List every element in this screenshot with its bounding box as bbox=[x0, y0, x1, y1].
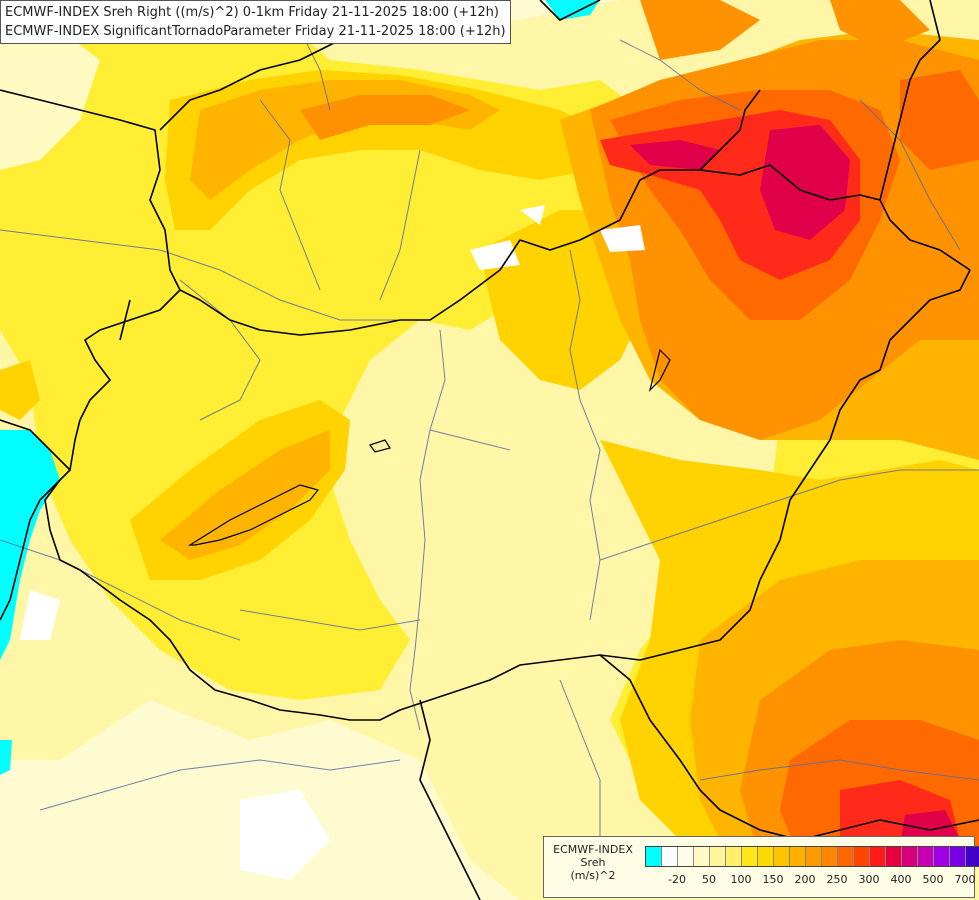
lake-outlines bbox=[187, 348, 671, 546]
legend-tick-labels: -20 50 100 150 200 250 300 400 500 700 bbox=[645, 873, 975, 889]
legend-tick-label: 500 bbox=[922, 873, 944, 886]
legend-swatch bbox=[966, 847, 979, 866]
legend-swatch bbox=[902, 847, 918, 866]
legend-tick-label: 700 bbox=[954, 873, 976, 886]
legend-swatch bbox=[934, 847, 950, 866]
legend-title: ECMWF-INDEX Sreh (m/s)^2 bbox=[546, 843, 640, 882]
legend-color-bar bbox=[645, 846, 979, 867]
legend-swatch bbox=[646, 847, 662, 866]
title-line-stp: ECMWF-INDEX SignificantTornadoParameter … bbox=[5, 24, 506, 39]
sreh-field-cyan bbox=[0, 0, 600, 775]
legend-swatch bbox=[950, 847, 966, 866]
legend-swatch bbox=[822, 847, 838, 866]
legend-swatch bbox=[678, 847, 694, 866]
legend-swatch bbox=[694, 847, 710, 866]
legend-tick-label: 200 bbox=[794, 873, 816, 886]
legend-tick-label: 250 bbox=[826, 873, 848, 886]
legend-tick-label: 50 bbox=[702, 873, 716, 886]
legend-swatch bbox=[806, 847, 822, 866]
legend-swatch bbox=[662, 847, 678, 866]
legend-swatch bbox=[774, 847, 790, 866]
rivers bbox=[0, 29, 979, 840]
legend-swatch bbox=[790, 847, 806, 866]
legend-swatch bbox=[710, 847, 726, 866]
map-title-box: ECMWF-INDEX Sreh Right ((m/s)^2) 0-1km F… bbox=[0, 0, 511, 44]
legend-swatch bbox=[742, 847, 758, 866]
legend-tick-label: 150 bbox=[762, 873, 784, 886]
sreh-field-crimson bbox=[630, 125, 960, 855]
color-legend: ECMWF-INDEX Sreh (m/s)^2 -20 50 100 150 200 2… bbox=[543, 836, 979, 898]
legend-tick-label: 100 bbox=[730, 873, 752, 886]
legend-swatch bbox=[870, 847, 886, 866]
legend-swatch bbox=[838, 847, 854, 866]
legend-tick-label: 400 bbox=[890, 873, 912, 886]
legend-tick-label: 300 bbox=[858, 873, 880, 886]
legend-swatch bbox=[886, 847, 902, 866]
legend-title-line2: Sreh bbox=[580, 856, 606, 869]
sreh-field-white bbox=[0, 30, 645, 880]
legend-title-line3: (m/s)^2 bbox=[570, 869, 616, 882]
legend-swatch bbox=[854, 847, 870, 866]
legend-tick-label: -20 bbox=[668, 873, 686, 886]
legend-title-line1: ECMWF-INDEX bbox=[553, 843, 633, 856]
legend-swatch bbox=[918, 847, 934, 866]
title-line-sreh: ECMWF-INDEX Sreh Right ((m/s)^2) 0-1km F… bbox=[5, 5, 499, 20]
legend-swatch bbox=[758, 847, 774, 866]
legend-swatch bbox=[726, 847, 742, 866]
